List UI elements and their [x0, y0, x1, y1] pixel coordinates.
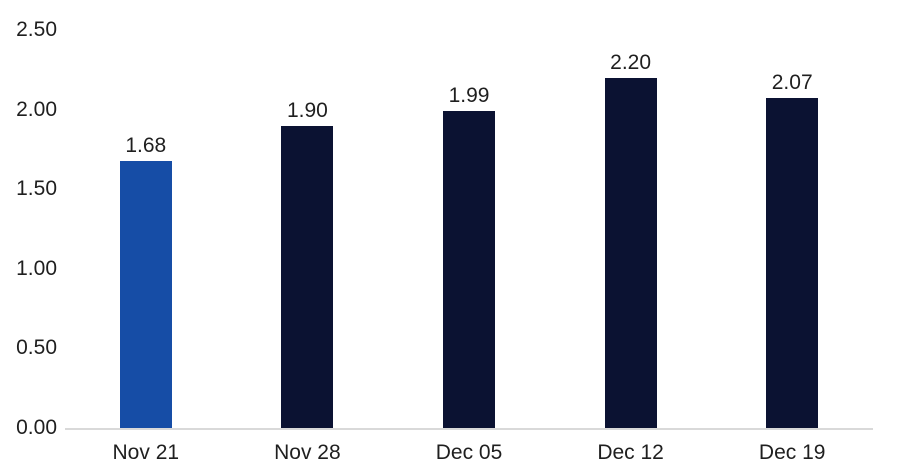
y-tick-label: 0.50	[16, 336, 57, 360]
y-tick-label: 2.00	[16, 97, 57, 121]
y-axis: 0.00 0.50 1.00 1.50 2.00 2.50	[0, 0, 57, 473]
y-tick-label: 1.00	[16, 256, 57, 280]
bar-value-label: 2.20	[610, 50, 652, 74]
bar	[281, 125, 334, 428]
y-tick-label: 0.00	[16, 416, 57, 439]
y-tick-label: 2.50	[16, 18, 57, 41]
x-axis-line	[65, 428, 873, 430]
bar-value-label: 1.90	[286, 98, 328, 122]
bar-value-label: 2.07	[771, 71, 813, 95]
bar-value-label: 1.99	[448, 84, 490, 108]
bar-value-label: 1.68	[125, 133, 167, 157]
bar	[119, 160, 172, 428]
y-tick-label: 1.50	[16, 177, 57, 201]
bar	[766, 98, 819, 428]
bar	[443, 111, 495, 428]
bar	[604, 77, 657, 428]
